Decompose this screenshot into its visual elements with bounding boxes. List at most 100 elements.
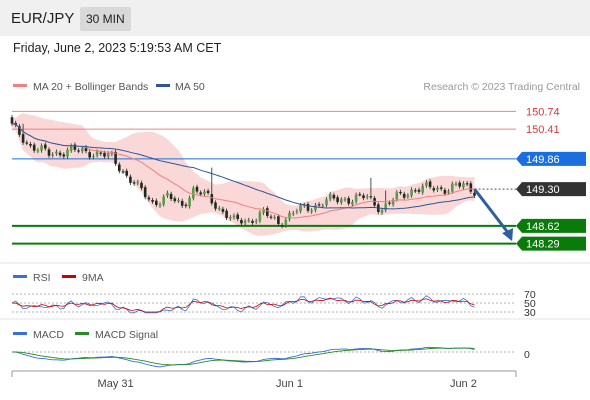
candle: [225, 208, 228, 221]
candle: [280, 222, 284, 229]
candle-body: [436, 187, 439, 190]
candle-body: [177, 200, 180, 202]
candle: [162, 194, 165, 207]
candle: [251, 218, 254, 226]
candle: [369, 177, 373, 200]
candle-body: [129, 176, 132, 183]
candle-body: [44, 144, 47, 149]
candle: [406, 193, 410, 199]
rsi-level-label: 50: [524, 298, 536, 310]
candle-body: [469, 183, 473, 192]
candle: [336, 195, 339, 205]
candle-body: [184, 204, 188, 207]
candle-body: [236, 214, 239, 220]
candle-body: [225, 210, 228, 218]
candle: [232, 213, 236, 220]
candle-body: [266, 208, 269, 216]
candle: [414, 188, 417, 194]
candle: [458, 180, 461, 189]
candle-body: [465, 183, 469, 185]
candle-body: [280, 225, 284, 227]
candle: [402, 191, 406, 200]
candle-body: [269, 216, 273, 218]
candle-body: [217, 208, 221, 210]
last-price-tag: [516, 182, 586, 197]
candle-body: [428, 181, 432, 188]
candle-body: [347, 198, 350, 204]
candle: [77, 148, 80, 154]
candle: [88, 149, 91, 160]
candle: [18, 124, 21, 137]
candle-body: [417, 189, 421, 192]
candle: [332, 192, 336, 201]
candle: [391, 197, 395, 207]
candle: [243, 218, 247, 226]
candle: [358, 191, 362, 197]
candle: [469, 181, 473, 194]
support-tag: [516, 236, 586, 251]
candle-body: [166, 192, 169, 196]
macd-zero-label: 0: [524, 349, 530, 361]
forecast-arrowhead: [502, 228, 514, 242]
support-tag: [516, 218, 586, 233]
candle-body: [365, 196, 369, 198]
candle: [365, 194, 369, 200]
candle: [62, 152, 66, 159]
candle: [129, 174, 132, 185]
candle-body: [240, 220, 243, 224]
candle: [173, 196, 177, 204]
last-price-label: 149.30: [526, 184, 560, 196]
resistance-label: 150.74: [526, 106, 560, 118]
candle-body: [125, 170, 128, 176]
candle-body: [443, 189, 447, 194]
candle: [147, 195, 151, 202]
rsi-legend-swatch: [13, 275, 27, 278]
candle-body: [25, 142, 29, 144]
rsi-ma-legend-label: 9MA: [82, 272, 104, 284]
candle-body: [103, 152, 106, 157]
candle-body: [317, 204, 321, 206]
candle: [262, 207, 265, 216]
candle-body: [140, 182, 143, 189]
candle: [421, 183, 424, 195]
candle-body: [114, 151, 117, 164]
candle: [155, 198, 158, 208]
candle: [55, 149, 58, 156]
candle-body: [462, 183, 465, 188]
candle: [132, 180, 136, 186]
candle: [328, 191, 332, 202]
candle-body: [358, 194, 362, 196]
candle-body: [69, 145, 73, 151]
resistance-label: 150.41: [526, 124, 560, 136]
rsi-legend-label: RSI: [33, 272, 51, 284]
candle: [451, 181, 454, 194]
candle-body: [291, 213, 295, 215]
candle: [321, 203, 325, 208]
candle-body: [251, 220, 254, 223]
ma20-line: [11, 123, 475, 219]
candle: [169, 191, 173, 202]
candle-body: [29, 143, 32, 146]
candle: [36, 147, 40, 154]
candle: [203, 189, 206, 197]
timeframe-badge[interactable]: 30 MIN: [80, 7, 131, 31]
candle-body: [451, 183, 454, 192]
candle: [92, 153, 95, 160]
candle: [258, 210, 262, 224]
candle: [184, 202, 188, 209]
rsi-level-label: 70: [524, 289, 536, 301]
candle: [114, 149, 117, 166]
candle: [432, 185, 436, 193]
candle-body: [155, 200, 158, 205]
candle-body: [214, 202, 217, 209]
candle: [121, 169, 125, 174]
candle: [151, 197, 154, 204]
candle-body: [10, 117, 14, 124]
support-label: 148.29: [526, 239, 560, 251]
ma20-legend-swatch: [13, 84, 27, 87]
candle: [277, 214, 280, 227]
candle-body: [328, 193, 332, 200]
candle-body: [36, 150, 40, 152]
candle-body: [21, 134, 25, 143]
